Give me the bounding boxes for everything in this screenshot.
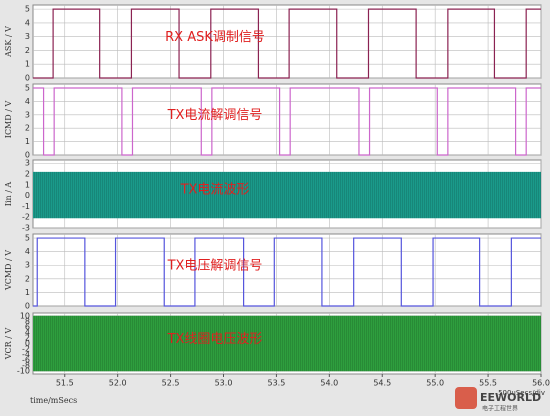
y-tick-label: 3	[25, 110, 30, 119]
y-tick-label: -3	[22, 224, 30, 233]
y-tick-label: 4	[25, 18, 30, 27]
x-tick-label: 55.0	[426, 379, 444, 388]
y-tick-label: -8	[22, 361, 30, 370]
y-axis-label: ICMD / V	[4, 101, 13, 139]
y-tick-label: 3	[25, 159, 30, 168]
y-tick-label: 0	[25, 151, 30, 160]
x-tick-label: 56.0	[532, 379, 550, 388]
y-axis-label: VCMD / V	[4, 250, 13, 291]
waveform	[33, 87, 541, 156]
panel-title: TX电流波形	[180, 183, 250, 198]
y-tick-label: 2	[25, 333, 30, 342]
panel-title: TX线圈电压波形	[167, 332, 263, 347]
y-axis-label: ASK / V	[4, 26, 13, 58]
y-tick-label: -1	[22, 202, 30, 211]
y-tick-label: -6	[22, 356, 30, 365]
y-tick-label: 0	[25, 74, 30, 83]
y-tick-label: 3	[25, 261, 30, 270]
y-tick-label: 8	[25, 317, 30, 326]
x-tick-label: 54.5	[373, 379, 391, 388]
waveform-texture	[33, 171, 541, 219]
y-tick-label: 10	[20, 311, 30, 320]
plot-area	[32, 233, 542, 307]
logo-subtitle: 电子工程世界	[482, 405, 518, 413]
x-tick-label: 52.0	[109, 379, 127, 388]
y-tick-label: 5	[25, 5, 30, 14]
y-tick-label: -10	[17, 367, 30, 376]
x-tick-label: 55.5	[479, 379, 497, 388]
y-axis-label: VCR / V	[4, 328, 13, 361]
plot-area	[32, 4, 542, 79]
y-tick-label: 4	[25, 247, 30, 256]
y-tick-label: 2	[25, 170, 30, 179]
y-tick-label: 0	[25, 191, 30, 200]
plot-area	[32, 83, 542, 156]
y-tick-label: 0	[25, 302, 30, 311]
y-tick-label: 5	[25, 234, 30, 243]
y-axis-label: Iin / A	[4, 182, 13, 207]
y-tick-label: -2	[22, 213, 30, 222]
y-tick-label: 0	[25, 339, 30, 348]
x-tick-label: 54.0	[320, 379, 338, 388]
panel-title: TX电压解调信号	[167, 259, 263, 274]
waveform-texture	[33, 315, 541, 372]
x-axis-label: time/mSecs	[30, 396, 77, 405]
y-tick-label: 1	[25, 180, 30, 189]
logo: EEWORLD	[480, 391, 541, 404]
x-tick-label: 53.5	[268, 379, 286, 388]
annotation: 500uSecs/div	[498, 389, 545, 397]
y-tick-label: 2	[25, 124, 30, 133]
waveform	[33, 8, 541, 79]
y-tick-label: -2	[22, 345, 30, 354]
y-tick-label: 2	[25, 46, 30, 55]
y-tick-label: 6	[25, 322, 30, 331]
logo-mark	[455, 387, 477, 409]
waveform	[33, 237, 541, 307]
y-tick-label: -4	[22, 350, 30, 359]
y-tick-label: 4	[25, 328, 30, 337]
y-tick-label: 1	[25, 288, 30, 297]
y-tick-label: 4	[25, 97, 30, 106]
y-tick-label: 1	[25, 137, 30, 146]
y-tick-label: 1	[25, 60, 30, 69]
panel-title: TX电流解调信号	[167, 108, 263, 123]
y-tick-label: 3	[25, 32, 30, 41]
panel-title: RX ASK调制信号	[165, 30, 265, 45]
y-tick-label: 5	[25, 84, 30, 93]
y-tick-label: 2	[25, 274, 30, 283]
x-tick-label: 53.0	[215, 379, 233, 388]
x-tick-label: 51.5	[56, 379, 74, 388]
x-tick-label: 52.5	[162, 379, 180, 388]
